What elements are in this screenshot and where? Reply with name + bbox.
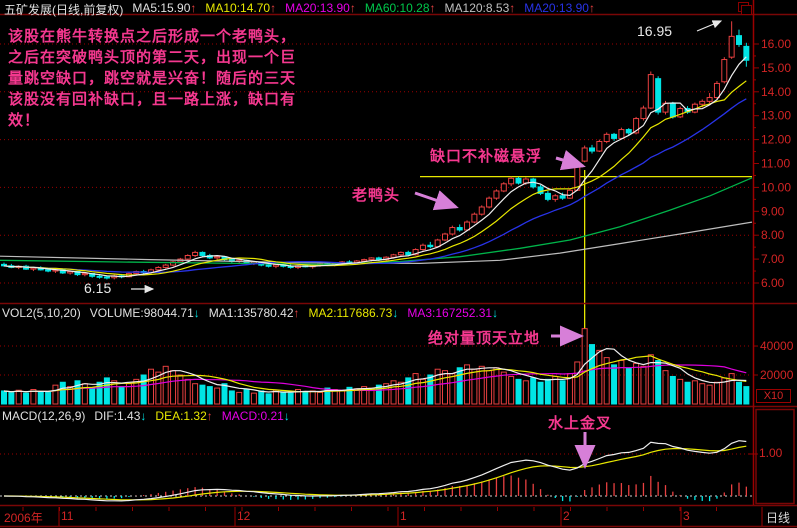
macd-axis-label: 1.00	[759, 446, 783, 460]
price-axis-label: 9.00	[761, 204, 785, 218]
down-arrow-icon: ↓	[193, 306, 200, 320]
vol-ma3-value: MA3:167252.31↓	[407, 306, 499, 320]
price-axis-label: 12.00	[761, 133, 791, 147]
up-arrow-icon: ↑	[270, 1, 277, 15]
vol-ma2-value: MA2:117686.73↓	[308, 306, 399, 320]
ma20-value: MA20:13.90↑	[285, 1, 356, 15]
up-arrow-icon: ↑	[293, 306, 300, 320]
label-old-duck-head: 老鸭头	[352, 187, 401, 204]
vol-ma1-value: MA1:135780.42↑	[208, 306, 300, 320]
commentary-line: 该股没有回补缺口，且一路上涨，缺口有	[8, 91, 297, 108]
up-arrow-icon: ↑	[509, 1, 516, 15]
timeline-month: 3	[683, 509, 690, 523]
price-axis-label: 10.00	[761, 180, 791, 194]
up-arrow-icon: ↑	[429, 1, 436, 15]
timeline-year: 2006年	[4, 511, 43, 525]
price-axis-label: 14.00	[761, 85, 791, 99]
down-arrow-icon: ↓	[492, 306, 499, 320]
down-arrow-icon: ↓	[140, 409, 147, 423]
macd-header: MACD(12,26,9) DIF:1.43↓ DEA:1.32↑ MACD:0.21…	[2, 409, 290, 423]
ma60-value: MA60:10.28↑	[364, 1, 436, 15]
up-arrow-icon: ↑	[190, 1, 197, 15]
down-arrow-icon: ↓	[392, 306, 399, 320]
price-axis-label: 13.00	[761, 109, 791, 123]
ma120-value: MA120:8.53↑	[444, 1, 516, 15]
up-arrow-icon: ↑	[349, 1, 356, 15]
period-selector[interactable]: 日线	[766, 511, 791, 525]
timeline-month: 2	[563, 509, 570, 523]
commentary-paragraph: 该股在熊牛转换点之后形成一个老鸭头， 之后在突破鸭头顶的第二天，出现一个巨 量跳…	[8, 26, 344, 131]
commentary-line: 量跳空缺口，跳空就是兴奋！随后的三天	[8, 70, 297, 87]
dif-value: DIF:1.43↓	[94, 409, 147, 423]
title-bar: 五矿发展(日线,前复权) MA5:15.90↑ MA10:14.70↑ MA20:13…	[4, 1, 595, 18]
commentary-line: 之后在突破鸭头顶的第二天，出现一个巨	[8, 49, 297, 66]
volume-multiplier-badge: X10	[756, 389, 791, 403]
price-axis-label: 6.00	[761, 276, 785, 290]
label-golden-cross: 水上金叉	[548, 415, 613, 432]
ma5-value: MA5:15.90↑	[132, 1, 197, 15]
up-arrow-icon: ↑	[206, 409, 213, 423]
price-axis-label: 15.00	[761, 61, 791, 75]
commentary-line: 该股在熊牛转换点之后形成一个老鸭头，	[8, 28, 297, 45]
peak-price-callout: 16.95	[637, 23, 673, 39]
timeline-month: 12	[237, 509, 251, 523]
volume-axis-label: 40000	[760, 339, 794, 353]
down-arrow-icon: ↓	[283, 409, 290, 423]
price-axis-label: 11.00	[761, 157, 790, 171]
label-giant-volume: 绝对量顶天立地	[428, 330, 541, 347]
ma10-value: MA10:14.70↑	[205, 1, 277, 15]
price-axis-label: 7.00	[761, 252, 785, 266]
macd-value: MACD:0.21↓	[221, 409, 290, 423]
macd-params: MACD(12,26,9)	[2, 409, 86, 423]
timeline-month: 11	[61, 509, 74, 523]
commentary-line: 效！	[8, 112, 41, 129]
ma20-2-value: MA20:13.90↑	[524, 1, 595, 15]
price-axis-label: 8.00	[761, 228, 785, 242]
timeline-month: 1	[400, 509, 407, 523]
up-arrow-icon: ↑	[588, 1, 595, 15]
dea-value: DEA:1.32↑	[155, 409, 213, 423]
volume-header: VOL2(5,10,20) VOLUME:98044.71↓ MA1:135780.…	[2, 306, 498, 320]
volume-axis-label: 20000	[760, 368, 794, 382]
label-gap-no-fill: 缺口不补磁悬浮	[430, 148, 543, 165]
vol-params: VOL2(5,10,20)	[2, 306, 81, 320]
price-axis-label: 16.00	[761, 37, 791, 51]
stock-title: 五矿发展(日线,前复权)	[4, 3, 124, 17]
volume-value: VOLUME:98044.71↓	[89, 306, 200, 320]
restore-windows-icon[interactable]	[738, 2, 752, 15]
low-price-callout: 6.15	[84, 280, 112, 296]
